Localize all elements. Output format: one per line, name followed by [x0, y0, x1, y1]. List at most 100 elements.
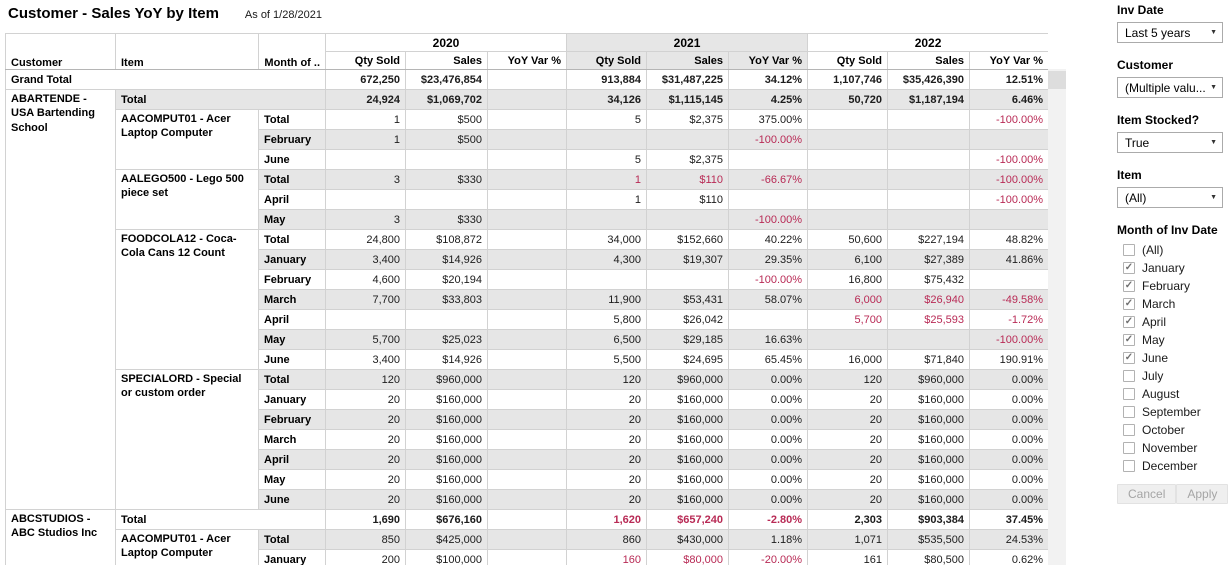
value-cell[interactable]: [486, 429, 568, 450]
value-cell[interactable]: 20: [566, 469, 648, 490]
value-cell[interactable]: $160,000: [405, 389, 488, 410]
value-cell[interactable]: 20: [807, 449, 889, 470]
value-cell[interactable]: 0.00%: [728, 429, 809, 450]
checkbox-icon[interactable]: ✓: [1123, 316, 1135, 328]
value-cell[interactable]: [646, 269, 730, 290]
value-cell[interactable]: 4,300: [566, 249, 648, 270]
value-cell[interactable]: 5,500: [566, 349, 648, 370]
row-label[interactable]: June: [258, 149, 326, 170]
value-cell[interactable]: [486, 349, 568, 370]
checkbox-icon[interactable]: ✓: [1123, 334, 1135, 346]
value-cell[interactable]: [486, 369, 568, 390]
value-cell[interactable]: 4,600: [325, 269, 406, 290]
value-cell[interactable]: 20: [807, 409, 889, 430]
value-cell[interactable]: $110: [646, 169, 730, 190]
value-cell[interactable]: $425,000: [405, 529, 488, 550]
value-cell[interactable]: $25,593: [887, 309, 971, 330]
row-label[interactable]: Total: [258, 109, 326, 130]
measure-header[interactable]: Qty Sold: [325, 51, 406, 70]
value-cell[interactable]: [325, 149, 406, 170]
inv-date-dropdown[interactable]: Last 5 years ▼: [1117, 22, 1223, 43]
customer-label[interactable]: ABCSTUDIOS - ABC Studios Inc: [5, 509, 116, 565]
value-cell[interactable]: 16,800: [807, 269, 889, 290]
value-cell[interactable]: 5: [566, 149, 648, 170]
row-label[interactable]: June: [258, 349, 326, 370]
value-cell[interactable]: [486, 169, 568, 190]
value-cell[interactable]: [566, 129, 648, 150]
value-cell[interactable]: $960,000: [646, 369, 730, 390]
value-cell[interactable]: 40.22%: [728, 229, 809, 250]
checkbox-icon[interactable]: [1123, 388, 1135, 400]
value-cell[interactable]: 20: [325, 469, 406, 490]
row-label[interactable]: January: [258, 249, 326, 270]
value-cell[interactable]: [887, 129, 971, 150]
row-label[interactable]: March: [258, 429, 326, 450]
value-cell[interactable]: [486, 309, 568, 330]
value-cell[interactable]: 16.63%: [728, 329, 809, 350]
value-cell[interactable]: [486, 209, 568, 230]
value-cell[interactable]: [486, 409, 568, 430]
month-option-february[interactable]: ✓ February: [1117, 277, 1223, 295]
row-label[interactable]: Grand Total: [5, 69, 326, 90]
value-cell[interactable]: 20: [807, 429, 889, 450]
value-cell[interactable]: 4.25%: [728, 89, 809, 110]
value-cell[interactable]: [728, 149, 809, 170]
value-cell[interactable]: [486, 389, 568, 410]
value-cell[interactable]: 5: [566, 109, 648, 130]
value-cell[interactable]: $330: [405, 209, 488, 230]
value-cell[interactable]: 41.86%: [969, 249, 1048, 270]
value-cell[interactable]: 375.00%: [728, 109, 809, 130]
value-cell[interactable]: $14,926: [405, 349, 488, 370]
value-cell[interactable]: -66.67%: [728, 169, 809, 190]
value-cell[interactable]: $657,240: [646, 509, 730, 530]
measure-header[interactable]: YoY Var %: [728, 51, 809, 70]
value-cell[interactable]: 1: [566, 189, 648, 210]
checkbox-icon[interactable]: ✓: [1123, 280, 1135, 292]
value-cell[interactable]: $75,432: [887, 269, 971, 290]
value-cell[interactable]: [887, 189, 971, 210]
item-label[interactable]: AALEGO500 - Lego 500 piece set: [115, 169, 259, 230]
value-cell[interactable]: $160,000: [646, 469, 730, 490]
value-cell[interactable]: $160,000: [405, 409, 488, 430]
value-cell[interactable]: [887, 169, 971, 190]
value-cell[interactable]: 1,690: [325, 509, 406, 530]
checkbox-icon[interactable]: [1123, 406, 1135, 418]
value-cell[interactable]: [405, 189, 488, 210]
value-cell[interactable]: 5,700: [807, 309, 889, 330]
value-cell[interactable]: $26,042: [646, 309, 730, 330]
value-cell[interactable]: -2.80%: [728, 509, 809, 530]
value-cell[interactable]: $160,000: [646, 449, 730, 470]
value-cell[interactable]: 12.51%: [969, 69, 1048, 90]
value-cell[interactable]: [486, 289, 568, 310]
row-label[interactable]: Total: [258, 369, 326, 390]
value-cell[interactable]: 190.91%: [969, 349, 1048, 370]
value-cell[interactable]: 1: [566, 169, 648, 190]
value-cell[interactable]: $903,384: [887, 509, 971, 530]
value-cell[interactable]: 161: [807, 549, 889, 565]
measure-header[interactable]: Sales: [887, 51, 971, 70]
value-cell[interactable]: [646, 209, 730, 230]
value-cell[interactable]: 20: [807, 489, 889, 510]
measure-header[interactable]: YoY Var %: [486, 51, 568, 70]
value-cell[interactable]: 20: [807, 389, 889, 410]
value-cell[interactable]: 0.00%: [728, 469, 809, 490]
value-cell[interactable]: [486, 149, 568, 170]
value-cell[interactable]: 3: [325, 169, 406, 190]
value-cell[interactable]: $535,500: [887, 529, 971, 550]
value-cell[interactable]: 20: [566, 389, 648, 410]
value-cell[interactable]: 0.00%: [969, 489, 1048, 510]
value-cell[interactable]: 850: [325, 529, 406, 550]
value-cell[interactable]: 1,620: [566, 509, 648, 530]
value-cell[interactable]: $71,840: [887, 349, 971, 370]
value-cell[interactable]: $29,185: [646, 329, 730, 350]
value-cell[interactable]: [887, 149, 971, 170]
value-cell[interactable]: [486, 549, 568, 565]
value-cell[interactable]: [486, 89, 568, 110]
value-cell[interactable]: [405, 309, 488, 330]
value-cell[interactable]: $227,194: [887, 229, 971, 250]
row-label[interactable]: February: [258, 129, 326, 150]
value-cell[interactable]: 5,700: [325, 329, 406, 350]
value-cell[interactable]: [887, 209, 971, 230]
value-cell[interactable]: 20: [325, 409, 406, 430]
value-cell[interactable]: $20,194: [405, 269, 488, 290]
